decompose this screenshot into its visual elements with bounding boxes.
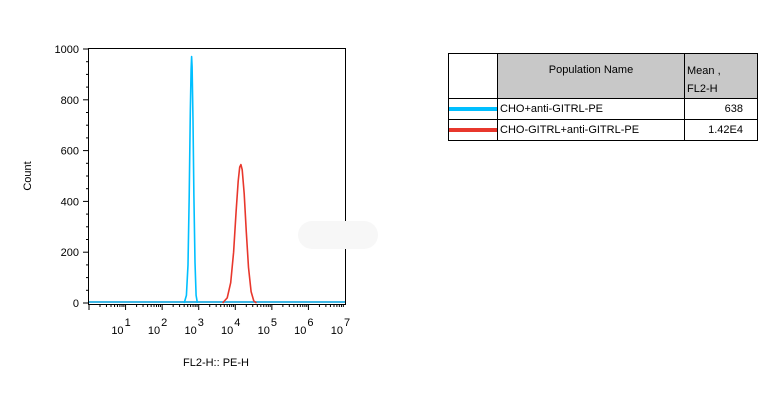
y-tick-label: 800 (61, 95, 79, 107)
legend-series-name: CHO-GITRL+anti-GITRL-PE (497, 119, 685, 141)
x-tick-label-exponent: 5 (271, 317, 277, 329)
x-tick-label-base: 10 (148, 325, 160, 337)
legend-row: CHO+anti-GITRL-PE 638 (448, 98, 758, 120)
series-line (222, 163, 257, 304)
x-tick-label-base: 10 (184, 325, 196, 337)
y-tick-label: 1000 (55, 44, 79, 56)
x-tick-label-exponent: 7 (344, 317, 350, 329)
x-tick-label-base: 10 (111, 325, 123, 337)
series-layer (89, 55, 345, 304)
y-axis-ticks: 0 200 400 600 800 1000 (55, 44, 89, 310)
x-tick-label-base: 10 (258, 325, 270, 337)
legend-header-mean-line2: FL2-H (687, 83, 718, 95)
legend-row: CHO-GITRL+anti-GITRL-PE 1.42E4 (448, 119, 758, 141)
legend-swatch-line (449, 107, 497, 111)
x-axis-label: FL2-H:: PE-H (183, 357, 249, 369)
y-tick-label: 400 (61, 196, 79, 208)
x-tick-label-exponent: 2 (161, 317, 167, 329)
legend-header-name: Population Name (497, 53, 685, 99)
legend-series-mean: 638 (684, 98, 758, 120)
y-tick-label: 600 (61, 146, 79, 158)
x-tick-label-base: 10 (294, 325, 306, 337)
series-line (183, 55, 199, 304)
x-tick-label-exponent: 6 (307, 317, 313, 329)
background-blur-mark (298, 221, 378, 249)
legend-table: Population Name Mean , FL2-H CHO+anti-GI… (448, 53, 758, 141)
legend-swatch (448, 98, 498, 120)
x-tick-label-base: 10 (221, 325, 233, 337)
legend-header-swatch (448, 53, 498, 99)
legend-series-name: CHO+anti-GITRL-PE (497, 98, 685, 120)
x-tick-label-base: 10 (331, 325, 343, 337)
legend-header-mean-line1: Mean , (687, 65, 721, 77)
y-tick-label: 0 (73, 298, 79, 310)
legend-swatch-line (449, 128, 497, 132)
legend-header-row: Population Name Mean , FL2-H (448, 53, 758, 99)
legend-series-mean: 1.42E4 (684, 119, 758, 141)
x-tick-label-exponent: 3 (198, 317, 204, 329)
legend-header-mean: Mean , FL2-H (684, 53, 758, 99)
x-tick-label-exponent: 4 (234, 317, 240, 329)
plot-frame (88, 48, 346, 305)
legend-swatch (448, 119, 498, 141)
y-axis-label: Count (22, 161, 34, 190)
y-tick-label: 200 (61, 247, 79, 259)
x-tick-label-exponent: 1 (125, 317, 131, 329)
